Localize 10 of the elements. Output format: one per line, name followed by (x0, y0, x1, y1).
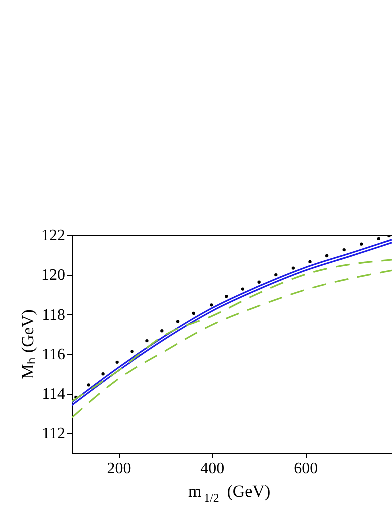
y-tick-label: 120 (42, 267, 66, 284)
y-tick-label: 118 (42, 306, 66, 324)
y-tick-label: 122 (42, 228, 66, 244)
y-tick-label: 114 (42, 386, 66, 404)
y-tick-label: 112 (42, 426, 66, 443)
x-tick-label: 200 (107, 460, 132, 478)
y-axis-title: Mₕ (GeV) (18, 310, 38, 380)
x-tick-label: 400 (200, 460, 225, 478)
x-tick-label: 600 (294, 460, 318, 478)
y-tick-label: 116 (42, 346, 66, 364)
